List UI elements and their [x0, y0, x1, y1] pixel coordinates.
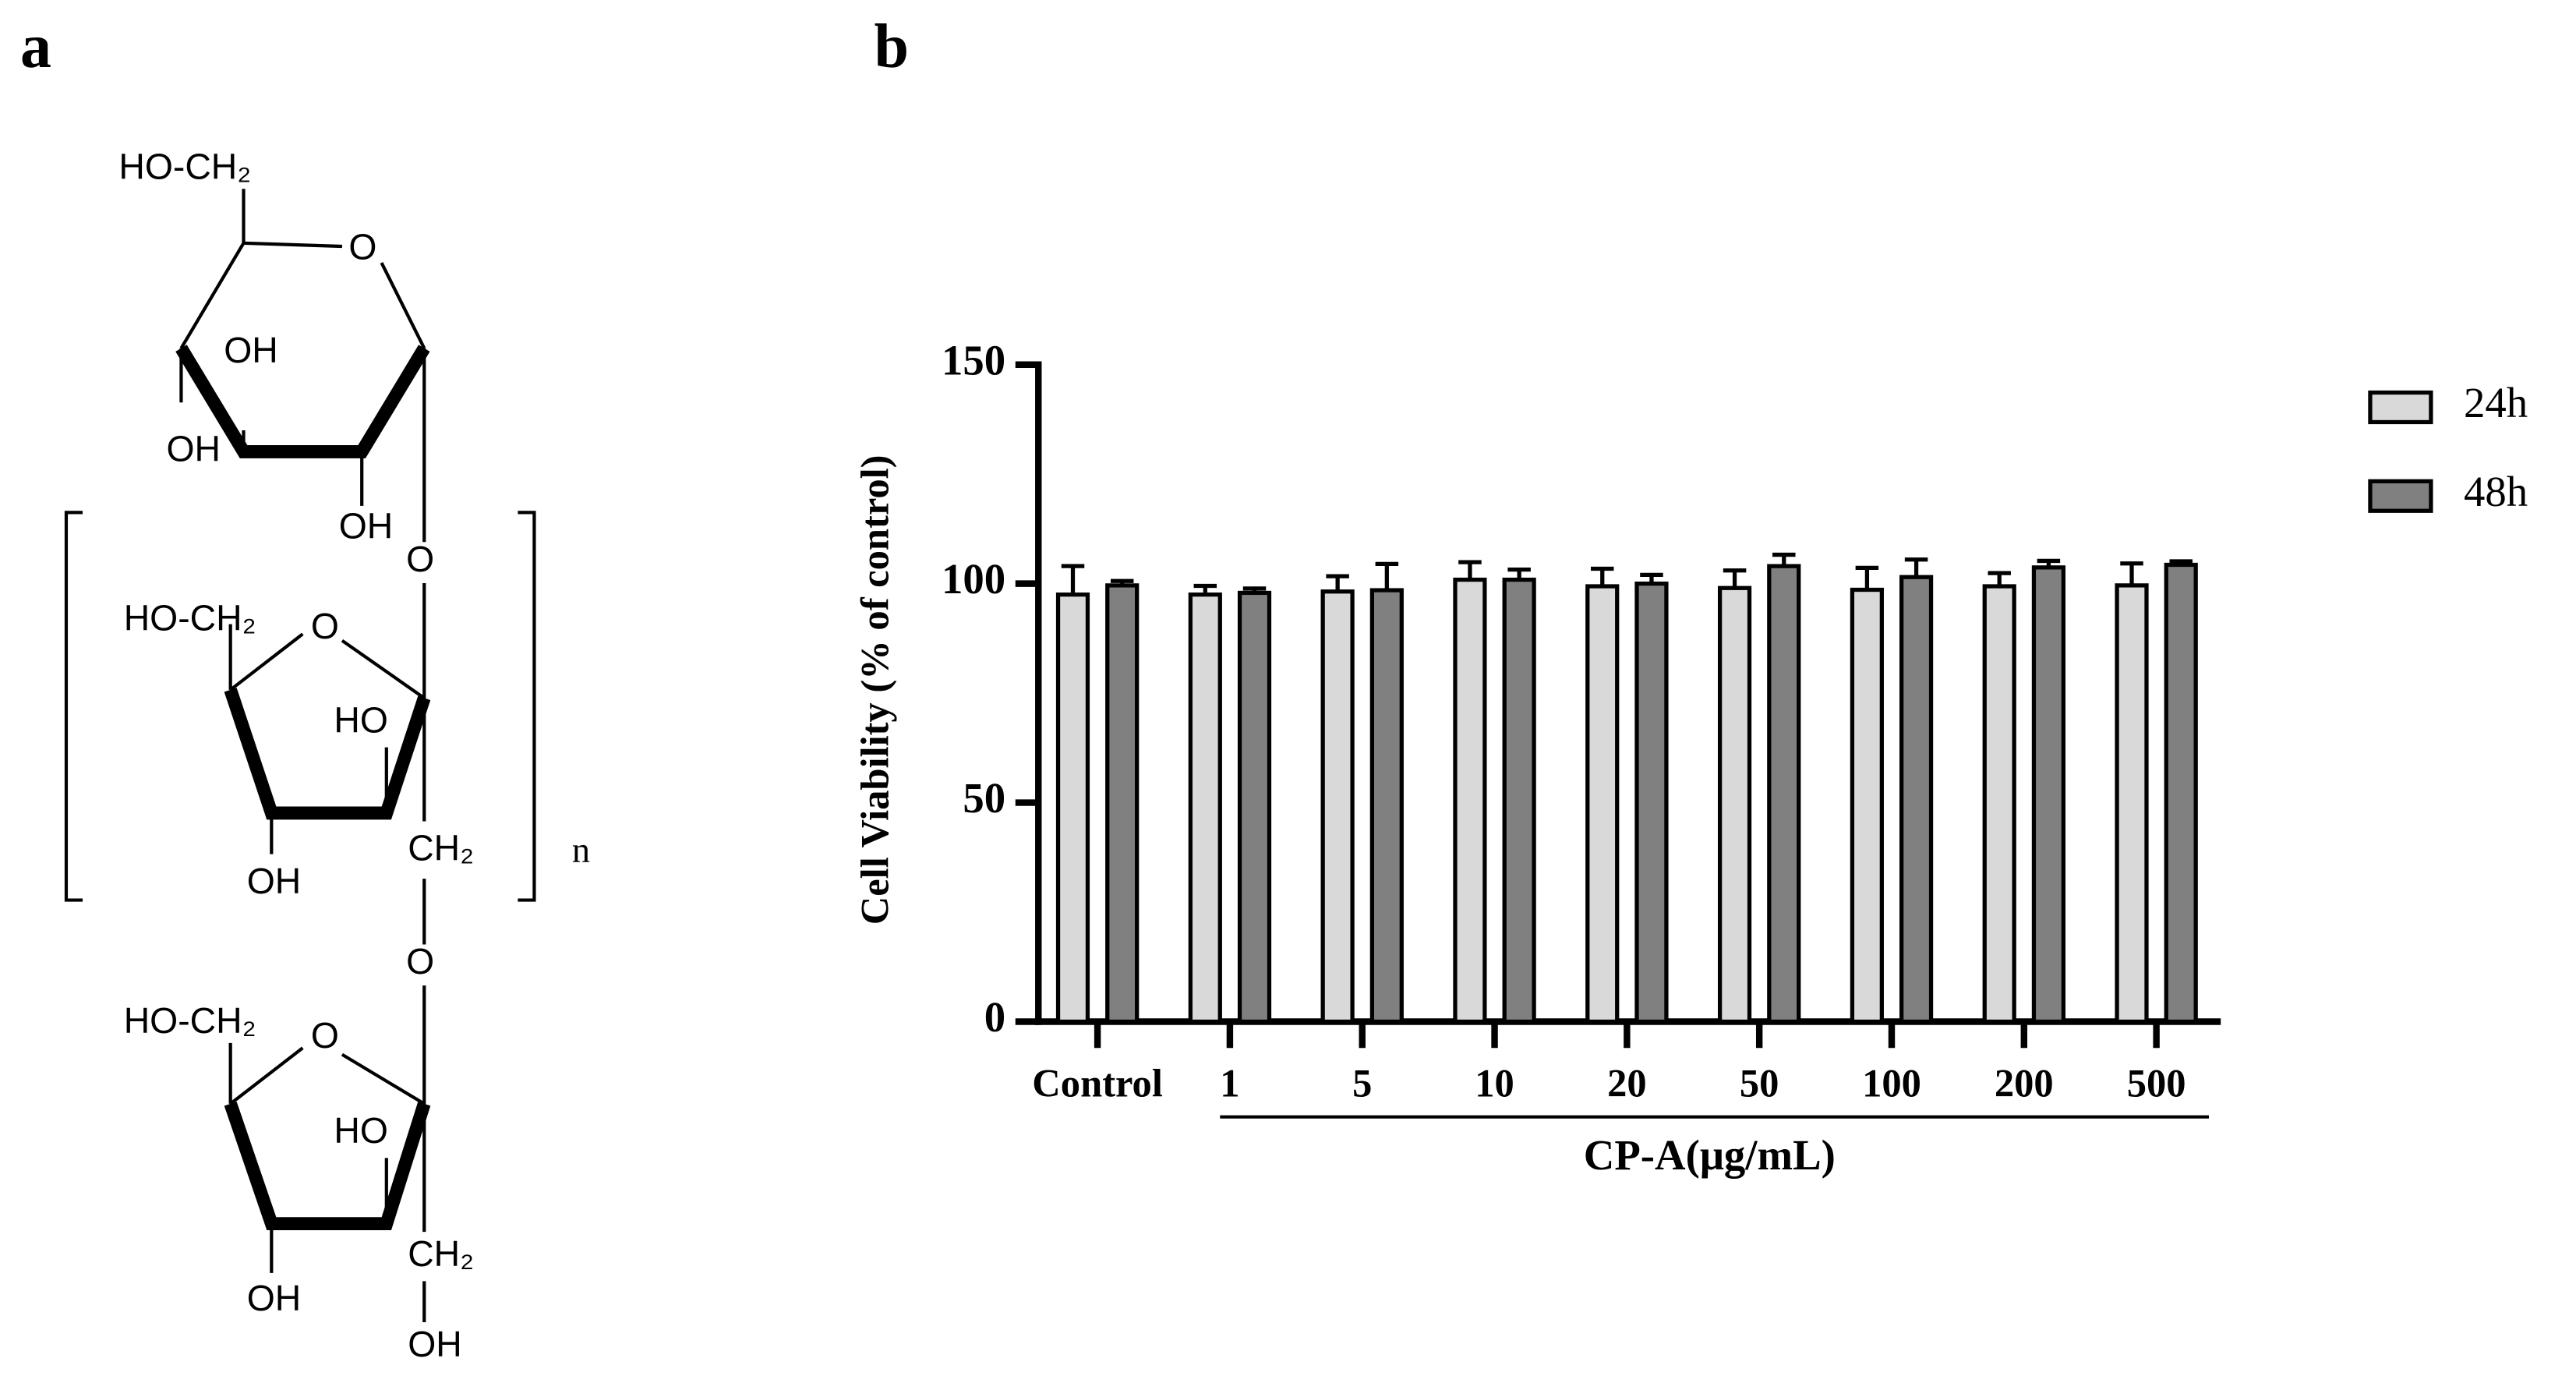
- bar: [1453, 577, 1487, 1024]
- panel-label: b: [875, 12, 910, 81]
- bar: [1982, 584, 2016, 1024]
- atom-label: O: [348, 226, 376, 267]
- bar: [1055, 592, 1090, 1024]
- bar: [2031, 565, 2066, 1024]
- atom-label: O: [406, 941, 434, 982]
- atom-label: OH: [408, 1324, 462, 1364]
- atom-label: O: [311, 1015, 339, 1056]
- y-axis-title: Cell Viability (% of control): [853, 455, 896, 925]
- legend-swatch: [2368, 479, 2433, 513]
- atom-label: HO-CH₂: [124, 1000, 256, 1041]
- bar: [1850, 587, 1884, 1024]
- x-tick-label: Control: [1032, 1061, 1163, 1105]
- atom-label: HO: [334, 1110, 388, 1151]
- legend-label: 24h: [2464, 379, 2528, 426]
- bar: [1188, 592, 1222, 1024]
- y-tick-label: 150: [942, 336, 1005, 384]
- x-tick-label: 20: [1607, 1061, 1647, 1105]
- bar: [2115, 583, 2149, 1024]
- panel-label: a: [20, 12, 51, 81]
- atom-label: OH: [247, 861, 302, 901]
- atom-label: CH₂: [408, 828, 474, 868]
- x-tick-label: 100: [1862, 1061, 1921, 1105]
- atom-label: OH: [166, 429, 221, 469]
- atom-label: HO-CH₂: [118, 146, 251, 186]
- atom-label: n: [572, 831, 590, 871]
- y-tick-label: 100: [942, 555, 1005, 603]
- bar: [1717, 585, 1752, 1024]
- atom-label: O: [311, 606, 339, 646]
- bar: [1585, 584, 1620, 1024]
- bar: [1105, 583, 1140, 1024]
- structure: [64, 189, 536, 1323]
- bar: [1899, 575, 1934, 1024]
- x-tick-label: 50: [1740, 1061, 1779, 1105]
- y-tick-label: 0: [984, 993, 1005, 1041]
- x-tick-label: 500: [2127, 1061, 2186, 1105]
- bar: [1502, 577, 1536, 1024]
- x-tick-label: 10: [1475, 1061, 1514, 1105]
- legend-swatch: [2368, 390, 2433, 425]
- bar: [1237, 590, 1272, 1024]
- atom-label: OH: [247, 1278, 302, 1318]
- bar: [2164, 562, 2198, 1024]
- y-tick-label: 50: [963, 774, 1005, 822]
- bar: [1634, 582, 1669, 1024]
- x-tick-label: 5: [1352, 1061, 1372, 1105]
- bar: [1320, 589, 1355, 1024]
- x-axis-title: CP-A(μg/mL): [1584, 1131, 1836, 1179]
- legend-label: 48h: [2464, 468, 2528, 515]
- atom-label: OH: [339, 506, 394, 546]
- x-tick-label: 200: [1995, 1061, 2054, 1105]
- atom-label: OH: [224, 330, 278, 370]
- atom-label: CH₂: [408, 1233, 474, 1274]
- bar: [1767, 564, 1801, 1024]
- atom-label: O: [406, 539, 434, 579]
- atom-label: HO: [334, 699, 388, 740]
- bar: [1369, 588, 1404, 1024]
- x-tick-label: 1: [1220, 1061, 1239, 1105]
- atom-label: HO-CH₂: [124, 598, 256, 638]
